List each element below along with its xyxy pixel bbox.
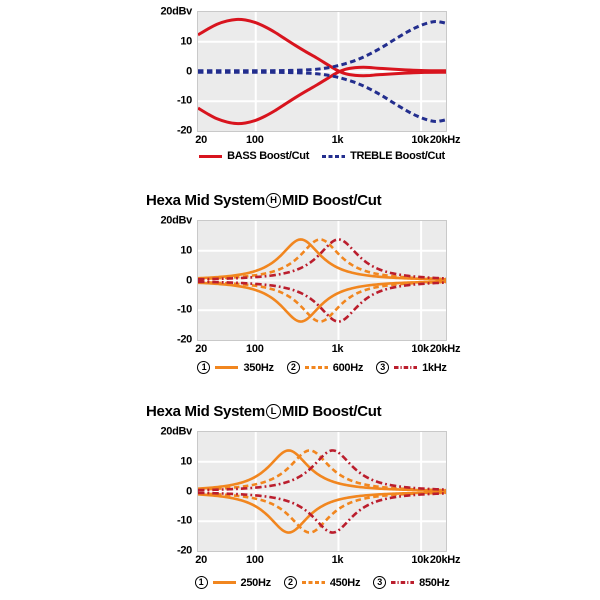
curve-850Hz-cut <box>198 491 446 534</box>
legend-line-sample <box>304 366 328 369</box>
legend-item: 1 250Hz <box>194 576 272 589</box>
x-tick-label: 20kHz <box>429 134 461 146</box>
x-tick-label: 20 <box>195 134 207 146</box>
legend-label: TREBLE Boost/Cut <box>350 150 445 162</box>
legend-number-circle: 1 <box>194 576 208 589</box>
y-tick-label: -10 <box>177 303 192 316</box>
y-tick-label: 0 <box>186 274 192 286</box>
x-tick-label: 100 <box>246 554 264 566</box>
circled-letter-h: H <box>265 193 281 208</box>
legend: 1 250Hz 2 450Hz 3 850Hz <box>97 576 547 589</box>
x-tick-label: 10k <box>411 343 429 355</box>
y-tick-label: 10 <box>180 455 192 468</box>
legend-item: BASS Boost/Cut <box>199 150 309 162</box>
legend-line-sample <box>215 366 239 369</box>
y-tick-label: 20dBv <box>160 425 192 438</box>
legend-number-circle: 2 <box>286 361 300 374</box>
legend-item: 3 1kHz <box>376 361 447 374</box>
curve-TREBLE Boost/Cut-boost <box>198 20 446 73</box>
x-tick-label: 20 <box>195 554 207 566</box>
curve-BASS Boost/Cut-cut <box>198 65 446 126</box>
circled-letter-l: L <box>265 404 281 419</box>
y-tick-label: 10 <box>180 35 192 48</box>
title-text-pre: Hexa Mid System <box>146 403 265 420</box>
title-text-pre: Hexa Mid System <box>146 192 265 209</box>
plot-area <box>197 220 447 341</box>
plot-area <box>197 11 447 132</box>
x-tick-label: 1k <box>331 554 344 566</box>
y-tick-label: 0 <box>186 485 192 497</box>
curve-1kHz-cut <box>198 280 446 323</box>
legend-item: 3 850Hz <box>373 576 450 589</box>
legend-line-sample <box>322 154 346 158</box>
y-tick-label: 20dBv <box>160 214 192 227</box>
legend-line-sample <box>212 581 236 584</box>
legend: 1 350Hz 2 600Hz 3 1kHz <box>97 361 547 374</box>
legend-item: 2 450Hz <box>283 576 361 589</box>
curve-TREBLE Boost/Cut-cut <box>198 70 446 123</box>
curve-350Hz-boost <box>198 238 446 281</box>
legend-line-sample <box>199 154 223 158</box>
legend-line-sample <box>394 366 418 369</box>
y-tick-label: 20dBv <box>160 5 192 18</box>
legend-label: 600Hz <box>332 361 364 374</box>
chart-canvas <box>198 432 446 551</box>
legend-number-circle: 2 <box>283 576 297 589</box>
chart-title: Hexa Mid System H MID Boost/Cut <box>146 192 382 209</box>
y-tick-label: -20 <box>177 544 192 557</box>
y-tick-label: -10 <box>177 514 192 527</box>
curve-350Hz-cut <box>198 280 446 323</box>
x-tick-label: 20kHz <box>429 554 461 566</box>
x-axis-labels: 20 100 1k 10k 20kHz <box>195 343 460 358</box>
legend-number-circle: 3 <box>376 361 390 374</box>
legend-item: TREBLE Boost/Cut <box>322 150 445 162</box>
chart-canvas <box>198 12 446 131</box>
chart-title: Hexa Mid System L MID Boost/Cut <box>146 403 382 420</box>
x-tick-label: 1k <box>331 134 344 146</box>
y-tick-label: 0 <box>186 65 192 77</box>
curve-850Hz-boost <box>198 449 446 492</box>
y-tick-label: -20 <box>177 124 192 137</box>
curve-600Hz-boost <box>198 238 446 281</box>
legend-line-sample <box>391 581 415 584</box>
x-tick-label: 20 <box>195 343 207 355</box>
x-axis-labels: 20 100 1k 10k 20kHz <box>195 134 460 149</box>
plot-area <box>197 431 447 552</box>
legend-label: 850Hz <box>419 576 450 589</box>
title-text-post: MID Boost/Cut <box>281 403 382 420</box>
x-tick-label: 100 <box>246 134 264 146</box>
curve-600Hz-cut <box>198 280 446 323</box>
legend-label: BASS Boost/Cut <box>227 150 310 162</box>
title-text-post: MID Boost/Cut <box>281 192 382 209</box>
x-tick-label: 10k <box>411 134 429 146</box>
legend-item: 2 600Hz <box>286 361 364 374</box>
y-tick-label: -10 <box>177 94 192 107</box>
curve-BASS Boost/Cut-boost <box>198 17 446 78</box>
legend: BASS Boost/Cut TREBLE Boost/Cut <box>97 150 547 162</box>
legend-number-circle: 3 <box>373 576 387 589</box>
legend-label: 250Hz <box>240 576 272 589</box>
chart-canvas <box>198 221 446 340</box>
legend-label: 1kHz <box>422 361 447 374</box>
curve-1kHz-boost <box>198 238 446 281</box>
x-tick-label: 10k <box>411 554 429 566</box>
x-tick-label: 1k <box>331 343 344 355</box>
y-axis-labels: 20dBv 10 0 -10 -20 <box>128 426 192 556</box>
y-axis-labels: 20dBv 10 0 -10 -20 <box>128 6 192 136</box>
y-tick-label: 10 <box>180 244 192 257</box>
x-axis-labels: 20 100 1k 10k 20kHz <box>195 554 460 569</box>
legend-item: 1 350Hz <box>197 361 274 374</box>
legend-label: 350Hz <box>243 361 274 374</box>
legend-line-sample <box>301 581 325 584</box>
y-axis-labels: 20dBv 10 0 -10 -20 <box>128 215 192 345</box>
x-tick-label: 20kHz <box>429 343 461 355</box>
y-tick-label: -20 <box>177 333 192 346</box>
legend-number-circle: 1 <box>197 361 211 374</box>
x-tick-label: 100 <box>246 343 264 355</box>
legend-label: 450Hz <box>329 576 361 589</box>
